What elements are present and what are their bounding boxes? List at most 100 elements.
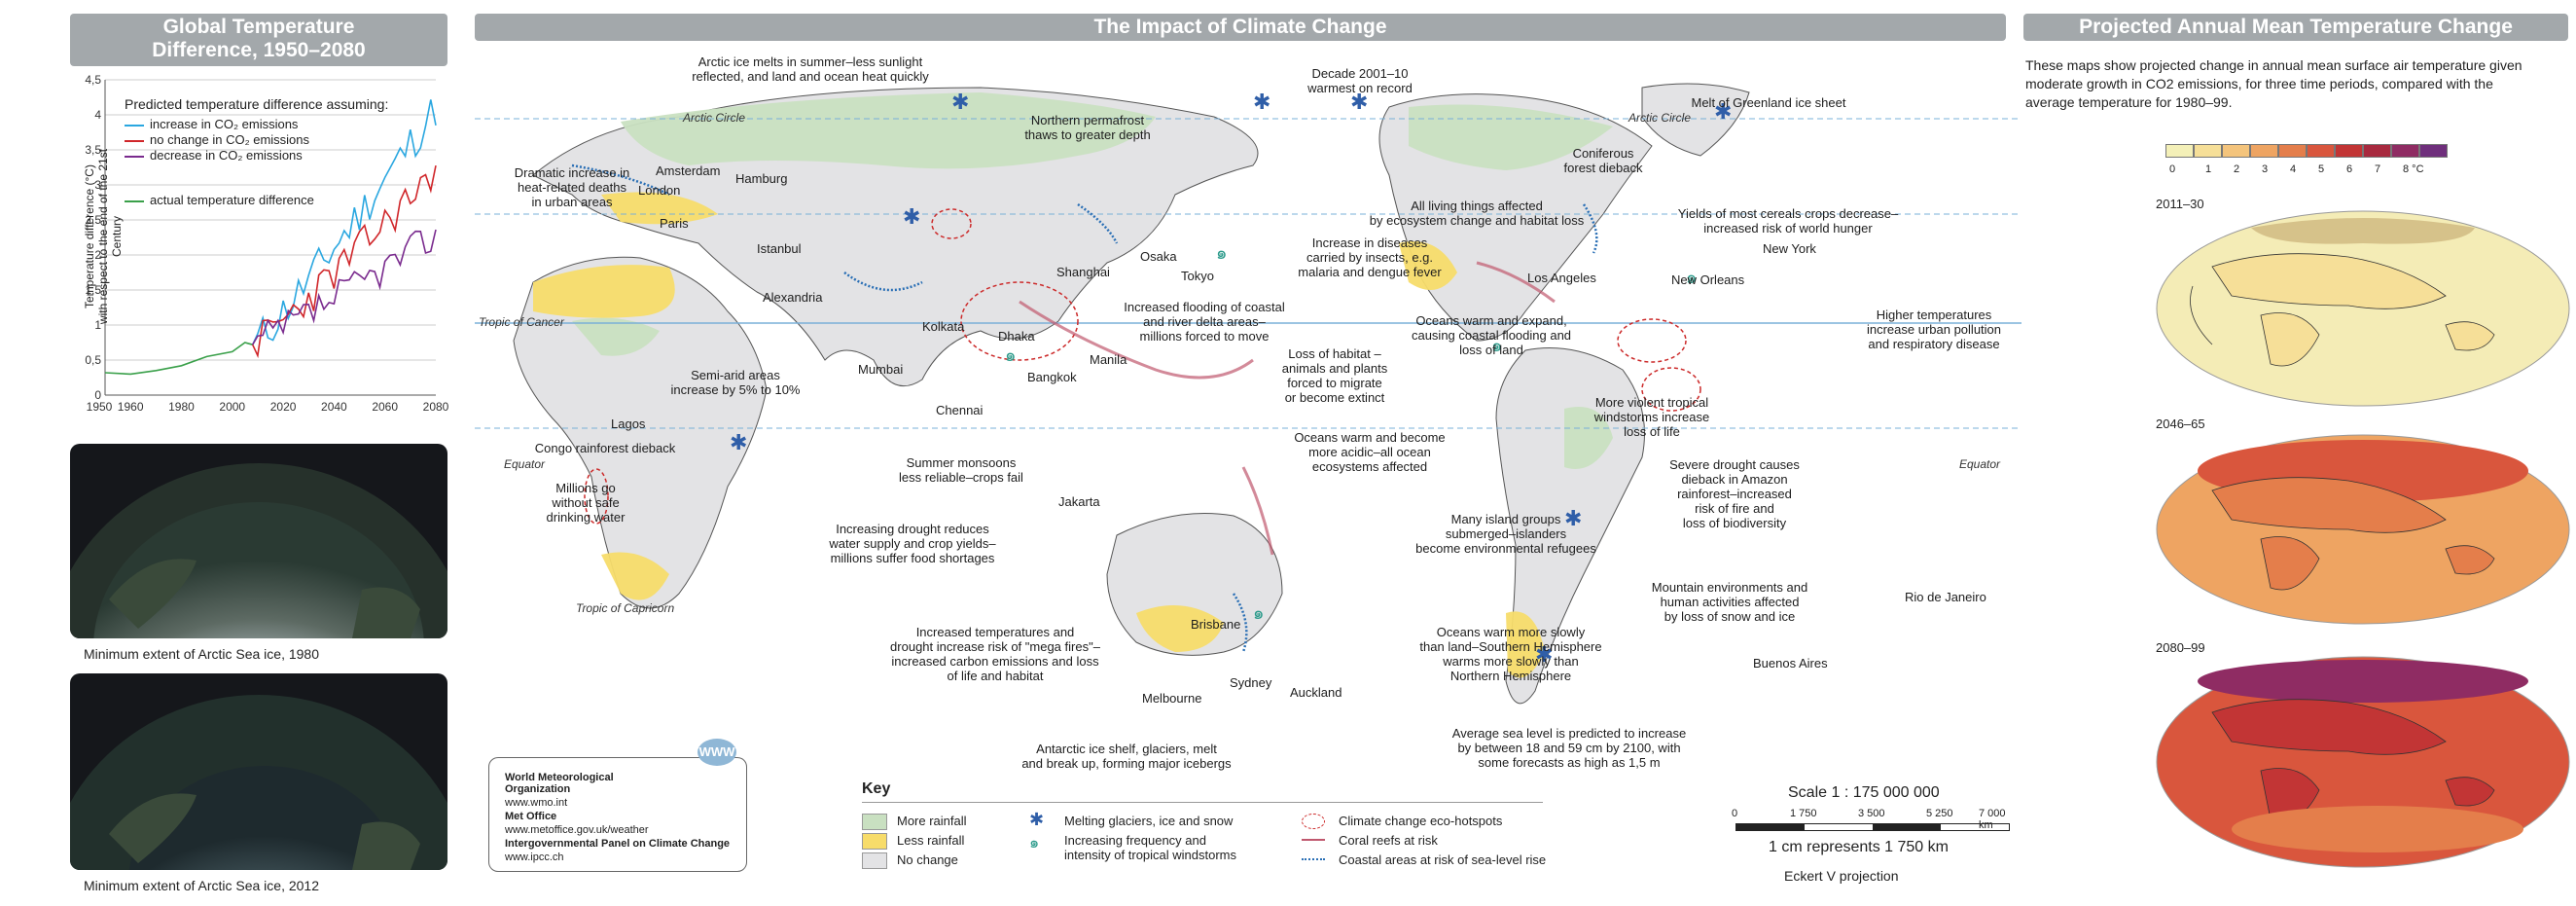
- globe-1980-icon: [70, 463, 447, 638]
- y-tick-label: 3: [94, 178, 101, 192]
- note-permafrost: Northern permafrost thaws to greater dep…: [1024, 113, 1151, 142]
- city-sydney: Sydney: [1230, 675, 1272, 690]
- source-ipcc-url[interactable]: www.ipcc.ch: [505, 852, 564, 863]
- city-dhaka: Dhaka: [998, 329, 1035, 344]
- note-island-groups: Many island groups submerged–islanders b…: [1415, 512, 1596, 556]
- city-amsterdam: Amsterdam: [656, 163, 721, 178]
- city-manila: Manila: [1090, 352, 1127, 367]
- scale-tick-label: 2: [2234, 163, 2240, 175]
- city-paris: Paris: [660, 216, 689, 231]
- key-no-change-swatch: [862, 852, 887, 869]
- note-heat-deaths: Dramatic increase in heat-related deaths…: [514, 165, 630, 209]
- tropic-cancer-label: Tropic of Cancer: [479, 315, 564, 329]
- legend-nochange: no change in CO₂ emissions: [125, 132, 309, 147]
- scale-color-swatch: [2391, 144, 2419, 158]
- city-shanghai: Shanghai: [1056, 265, 1110, 279]
- note-antarctic: Antarctic ice shelf, glaciers, melt and …: [1021, 742, 1232, 771]
- chart-ylabel: Temperature difference (°C) with respect…: [83, 148, 124, 325]
- y-tick-label: 2: [94, 248, 101, 262]
- note-flooding: Increased flooding of coastal and river …: [1124, 300, 1285, 344]
- scale-tick: 0: [1732, 808, 1738, 819]
- temperature-scale-bar: [2165, 144, 2448, 158]
- city-buenos-aires: Buenos Aires: [1753, 656, 1828, 670]
- source-met-url[interactable]: www.metoffice.gov.uk/weather: [505, 824, 649, 836]
- glacier-icon: ✱: [1253, 90, 1271, 114]
- note-drinking-water: Millions go without safe drinking water: [546, 481, 626, 525]
- source-wmo: World Meteorological Organization: [505, 772, 614, 795]
- scale-color-swatch: [2165, 144, 2194, 158]
- note-windstorms: More violent tropical windstorms increas…: [1593, 395, 1710, 439]
- note-sea-level: Average sea level is predicted to increa…: [1451, 726, 1687, 770]
- scale-tick-label: 4: [2290, 163, 2297, 175]
- scale-tick-label: 0: [2169, 163, 2176, 175]
- glacier-icon: ✱: [1535, 642, 1554, 667]
- projection-map-2080-svg: [2156, 656, 2570, 868]
- note-diseases: Increase in diseases carried by insects,…: [1298, 236, 1442, 279]
- legend-increase: increase in CO₂ emissions: [125, 117, 298, 131]
- scale-tick-label: 8 °C: [2403, 163, 2424, 175]
- projection-map-2046: [2154, 432, 2572, 627]
- x-tick-label: 1960: [118, 400, 144, 414]
- right-header: Projected Annual Mean Temperature Change: [2023, 14, 2568, 41]
- city-jakarta: Jakarta: [1058, 494, 1100, 509]
- coast-risk-china: [1077, 202, 1119, 244]
- x-tick-label: 2080: [423, 400, 449, 414]
- note-oceans-acidic: Oceans warm and become more acidic–all o…: [1294, 430, 1446, 474]
- glacier-icon: ✱: [903, 204, 921, 229]
- key-glaciers: Melting glaciers, ice and snow: [1064, 814, 1234, 828]
- city-los-angeles: Los Angeles: [1527, 271, 1596, 285]
- note-decade: Decade 2001–10 warmest on record: [1307, 66, 1413, 95]
- y-tick-label: 4,5: [85, 73, 101, 87]
- coast-risk-europe: [571, 163, 670, 197]
- note-urban-pollution: Higher temperatures increase urban pollu…: [1866, 308, 2002, 351]
- key-glacier-icon: ✱: [1029, 810, 1045, 829]
- period-label-2: 2046–65: [2156, 417, 2205, 431]
- note-greenland: Melt of Greenland ice sheet: [1691, 95, 1846, 110]
- caption-2012: Minimum extent of Arctic Sea ice, 2012: [84, 878, 319, 893]
- source-wmo-url[interactable]: www.wmo.int: [505, 797, 568, 809]
- hotspot-amazon: [1617, 318, 1687, 363]
- legend-actual-swatch: [125, 199, 144, 202]
- more-rainfall-south-america: [1564, 407, 1613, 469]
- key-hotspot-icon: [1302, 814, 1325, 829]
- note-amazon-drought: Severe drought causes dieback in Amazon …: [1669, 457, 1800, 530]
- tropic-capricorn-label: Tropic of Capricorn: [576, 601, 675, 615]
- windstorm-icon: ๑: [1216, 243, 1228, 263]
- greenland-shape: [1641, 83, 1750, 157]
- arctic-circle-label: Arctic Circle: [683, 111, 746, 125]
- coast-risk-us-east: [1582, 203, 1598, 254]
- less-rainfall-australia: [1136, 605, 1224, 652]
- period-label-3: 2080–99: [2156, 640, 2205, 655]
- legend-decrease: decrease in CO₂ emissions: [125, 148, 303, 163]
- y-tick-label: 4: [94, 108, 101, 122]
- temperature-scale: 0 1 2 3 4 5 6 7 8 °C: [2165, 144, 2555, 179]
- note-drought-food: Increasing drought reduces water supply …: [829, 522, 996, 565]
- series-nochange: [251, 164, 437, 359]
- note-arctic-ice: Arctic ice melts in summer–less sunlight…: [692, 54, 929, 84]
- hotspot-himalaya: [931, 208, 972, 239]
- x-tick-label: 1950: [87, 400, 113, 414]
- note-oceans-expand: Oceans warm and expand, causing coastal …: [1411, 313, 1572, 357]
- less-rainfall-patagonia: [1506, 611, 1545, 678]
- equator-label-2: Equator: [1959, 457, 2001, 471]
- scale-color-swatch: [2307, 144, 2335, 158]
- city-lagos: Lagos: [611, 417, 646, 431]
- key-more-rainfall-swatch: [862, 814, 887, 830]
- chart-legend-title: Predicted temperature difference assumin…: [125, 96, 389, 112]
- glacier-icon: ✱: [730, 430, 748, 454]
- coast-risk-australia-east: [1232, 593, 1248, 653]
- scale-color-swatch: [2363, 144, 2391, 158]
- note-mega-fires: Increased temperatures and drought incre…: [890, 625, 1100, 683]
- city-london: London: [638, 183, 681, 198]
- key-divider: [862, 802, 1543, 803]
- coral-reef-indonesia: [1019, 300, 1254, 380]
- y-tick-label: 0: [94, 388, 101, 402]
- x-tick-label: 2000: [219, 400, 245, 414]
- period-label-1: 2011–30: [2156, 197, 2204, 211]
- sources-box: WWW World Meteorological Organization ww…: [488, 739, 747, 872]
- legend-decrease-swatch: [125, 155, 144, 158]
- glacier-icon: ✱: [1714, 99, 1733, 124]
- key-windstorm-icon: ๑: [1029, 835, 1040, 852]
- right-intro: These maps show projected change in annu…: [2025, 57, 2522, 110]
